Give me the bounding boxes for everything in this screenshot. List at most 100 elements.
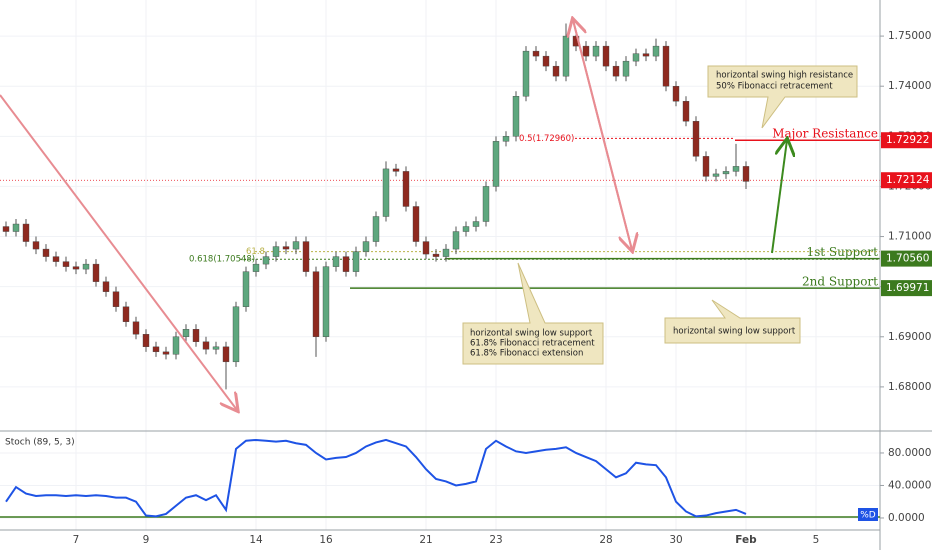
level-price-box [881,250,932,267]
level-price-label: 1.72922 [886,134,929,146]
note-text: 61.8% Fibonacci extension [470,349,583,359]
fib-label: 0.618(1.70548) [189,255,255,265]
fib-label: 0.5(1.72960) [519,134,574,144]
x-tick-label: 23 [489,534,502,546]
candle-body [42,248,50,257]
current-price-label: 1.72124 [886,174,930,186]
candle-body [632,53,640,62]
candle-body [162,351,170,355]
candle-body [242,271,250,307]
candle-body [102,281,110,292]
y-tick-label: 1.69000 [888,331,931,343]
level-price-label: 1.70560 [886,253,929,265]
candle-body [412,206,420,242]
y-tick-label: 80.0000 [888,447,931,459]
candle-body [422,241,430,255]
axes: 1.750001.740001.730001.720001.710001.700… [73,30,932,546]
candle-body [112,291,120,307]
x-tick-label: 28 [599,534,612,546]
candle-body [262,256,270,265]
candle-body [392,168,400,172]
candle-body [702,156,710,177]
candle-body [662,45,670,87]
candle-body [542,55,550,67]
candle-body [22,223,30,242]
note-text: horizontal swing low support [673,327,796,337]
note-box [462,262,604,365]
candle-body [92,263,100,282]
fib-label: 61.8 [246,247,265,257]
candle-body [692,121,700,157]
candle-body [182,329,190,337]
y-tick-label: 1.75000 [888,30,931,42]
candle-body [712,173,720,177]
levels: Major Resistance 1st Support 2nd Support 0.… [0,127,880,289]
candle-body [502,136,510,142]
target-arrow [771,140,787,254]
note-box [707,65,858,129]
candle-body [682,101,690,122]
candle-body [292,241,300,250]
candle-body [562,35,570,77]
candles [2,23,750,390]
y-tick-label: 40.0000 [888,479,931,491]
candle-body [32,241,40,250]
candle-body [552,65,560,77]
candle-body [642,53,650,57]
candle-body [2,226,10,232]
candle-body [232,306,240,363]
candle-body [462,226,470,232]
candle-body [622,60,630,77]
candle-body [602,45,610,67]
note-text: horizontal swing high resistance [716,71,853,81]
candle-body [372,216,380,242]
x-tick-label: 21 [419,534,432,546]
y-tick-label: 1.71000 [888,231,931,243]
y-tick-label: 0.0000 [888,512,925,524]
candle-body [432,253,440,257]
note-text: horizontal swing low support [470,329,593,339]
x-tick-label: 14 [249,534,263,546]
note-text: 61.8% Fibonacci retracement [470,339,595,349]
candle-body [72,266,80,270]
level-price-box [881,132,932,149]
candle-body [332,256,340,267]
x-tick-label: Feb [735,534,757,546]
candle-body [592,45,600,57]
candle-body [312,271,320,337]
swing-arrow [573,20,633,251]
candle-body [612,65,620,77]
candle-body [272,246,280,257]
candle-body [142,334,150,348]
candle-body [192,329,200,342]
candle-body [302,241,310,272]
x-tick-label: 16 [319,534,333,546]
candle-body [492,141,500,187]
candle-body [582,45,590,57]
legend-box [858,508,878,521]
level-name: Major Resistance [772,127,878,141]
stoch-panel [5,438,747,518]
candle-body [282,246,290,250]
legend-label: %D [860,511,876,521]
candle-body [62,261,70,267]
stoch-line [5,438,747,518]
candle-body [382,168,390,217]
candle-body [522,50,530,97]
x-tick-label: 5 [813,534,820,546]
trend-arrow [0,94,237,410]
level-price-box [881,280,932,297]
candle-body [512,96,520,137]
candle-body [362,241,370,252]
x-tick-label: 30 [669,534,682,546]
candle-body [12,223,20,232]
candle-body [732,166,740,172]
candle-body [172,336,180,355]
level-name: 2nd Support [802,275,878,289]
indicator-title: Stoch (89, 5, 3) [5,438,75,448]
candle-body [252,263,260,272]
level-name: 1st Support [806,245,878,259]
candle-body [322,266,330,337]
candle-body [482,186,490,222]
